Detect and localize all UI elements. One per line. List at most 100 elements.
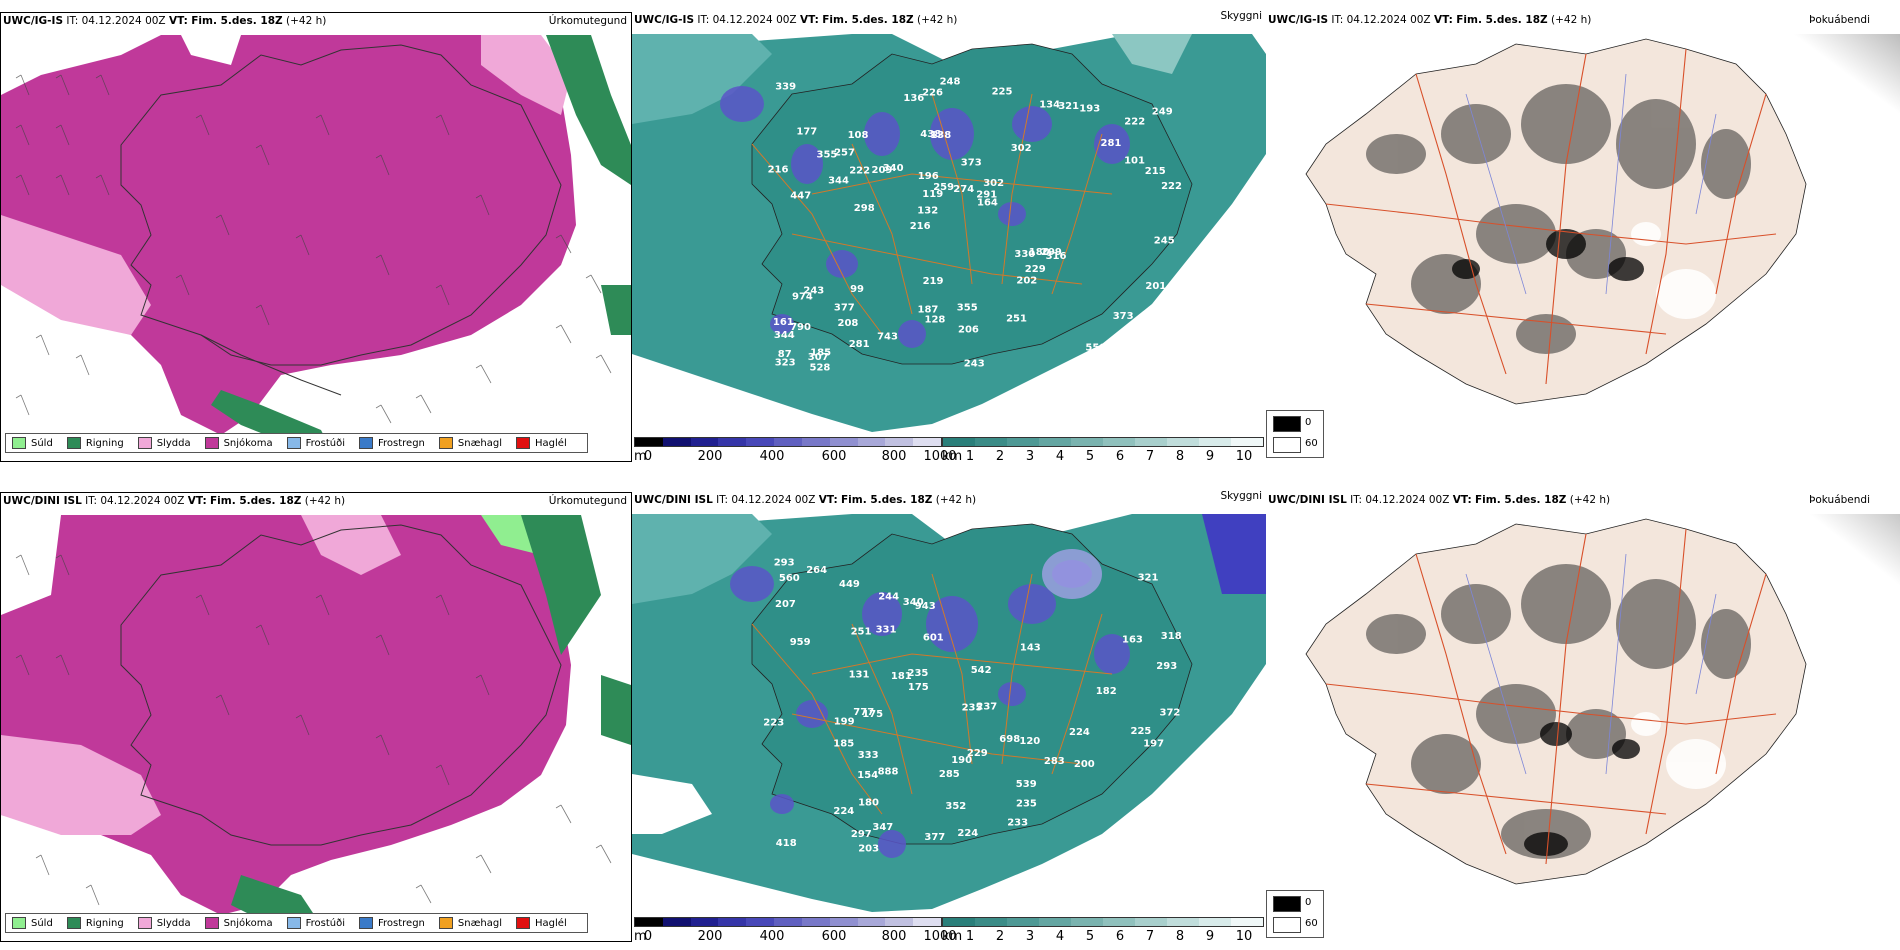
visibility-value-label: 339	[775, 81, 796, 92]
visibility-value-label: 154	[857, 770, 878, 781]
it-value: 04.12.2024 00Z	[712, 14, 797, 26]
visibility-value-label: 550	[1085, 342, 1106, 353]
visibility-value-label: 99	[850, 284, 864, 295]
legend-label: Haglél	[535, 437, 567, 449]
visibility-value-label: 199	[834, 717, 855, 728]
panel-title: UWC/IG-IS IT: 04.12.2024 00Z VT: Fim. 5.…	[1268, 14, 1591, 26]
cbar-tick: 10	[1235, 449, 1253, 464]
visibility-value-label: 302	[983, 178, 1004, 189]
visibility-value-label: 119	[922, 189, 943, 200]
visibility-value-label: 449	[839, 579, 860, 590]
visibility-value-label: 438	[920, 129, 941, 140]
visibility-value-label: 959	[790, 637, 811, 648]
visibility-value-label: 207	[775, 599, 796, 610]
cbar-bar	[942, 437, 1264, 447]
it-label: IT:	[85, 495, 98, 507]
visibility-value-label: 216	[768, 165, 789, 176]
visibility-value-label: 245	[1154, 236, 1175, 247]
legend-item: Rigning	[66, 917, 124, 929]
vt-label: VT:	[799, 14, 819, 26]
visibility-value-label: 281	[849, 339, 870, 350]
legend-item: Frostúði	[286, 437, 345, 449]
visibility-value-label: 373	[1113, 311, 1134, 322]
visibility-value-label: 201	[1145, 281, 1166, 292]
cbar-tick: 1000	[923, 929, 957, 944]
visibility-map: 560 293 223 321 318 539 943 888 418 283 154 237 203 1…	[632, 514, 1266, 912]
precip-map	[1, 515, 631, 941]
visibility-value-label: 777	[853, 707, 874, 718]
lead-time: (+42 h)	[1551, 14, 1592, 26]
visibility-value-label: 209	[872, 165, 893, 176]
legend-swatch	[286, 437, 301, 449]
legend-label: Rigning	[85, 917, 124, 929]
vt-label: VT:	[168, 15, 188, 27]
visibility-value-label: 331	[876, 624, 897, 635]
visibility-value-label: 344	[774, 330, 795, 341]
cbar-bar	[634, 917, 942, 927]
legend-swatch	[204, 437, 219, 449]
visibility-value-label: 743	[877, 331, 898, 342]
model-name: UWC/DINI ISL	[1268, 494, 1347, 506]
visibility-value-label: 888	[878, 766, 899, 777]
visibility-value-label: 560	[779, 573, 800, 584]
fog-index-panel-1: UWC/IG-IS IT: 04.12.2024 00Z VT: Fim. 5.…	[1266, 12, 1900, 462]
visibility-value-label: 951	[1118, 343, 1139, 354]
cbar-tick: 1	[965, 929, 975, 944]
cbar-tick: 400	[759, 449, 785, 464]
visibility-value-label: 377	[924, 832, 945, 843]
visibility-value-label: 163	[1122, 635, 1143, 646]
precip-type-panel-2: UWC/DINI ISL IT: 04.12.2024 00Z VT: Fim.…	[0, 492, 632, 942]
visibility-value-label: 101	[1124, 156, 1145, 167]
it-value: 04.12.2024 00Z	[1346, 14, 1431, 26]
vt-value: Fim. 5.des. 18Z	[191, 15, 283, 27]
cbar-tick: 800	[881, 929, 907, 944]
visibility-value-label: 418	[776, 838, 797, 849]
visibility-value-label: 196	[918, 171, 939, 182]
legend-label: Haglél	[535, 917, 567, 929]
visibility-value-label: 136	[903, 93, 924, 104]
it-value: 04.12.2024 00Z	[731, 494, 816, 506]
it-label: IT:	[1350, 494, 1363, 506]
cbar-tick: 400	[759, 929, 785, 944]
visibility-value-label: 355	[817, 150, 838, 161]
visibility-value-label: 175	[862, 709, 883, 720]
visibility-value-label: 248	[940, 77, 961, 88]
visibility-value-label: 333	[858, 750, 879, 761]
visibility-value-label: 225	[992, 87, 1013, 98]
visibility-value-label: 318	[1161, 631, 1182, 642]
variable-name: Úrkomutegund	[548, 495, 627, 507]
visibility-value-label: 539	[1016, 779, 1037, 790]
visibility-value-label: 181	[891, 671, 912, 682]
precip-type-panel-1: UWC/IG-IS IT: 04.12.2024 00Z VT: Fim. 5.…	[0, 12, 632, 462]
visibility-value-label: 293	[1156, 661, 1177, 672]
legend-item: Snjókoma	[204, 437, 273, 449]
visibility-value-label: 222	[1161, 181, 1182, 192]
visibility-value-label: 281	[1101, 138, 1122, 149]
visibility-value-label: 790	[790, 322, 811, 333]
legend-item: Slydda	[137, 917, 191, 929]
variable-name: Úrkomutegund	[548, 15, 627, 27]
visibility-value-label: 299	[1041, 247, 1062, 258]
legend-item: Slydda	[137, 437, 191, 449]
cbar-unit: m	[634, 449, 647, 464]
it-label: IT:	[66, 15, 79, 27]
legend-label: Rigning	[85, 437, 124, 449]
visibility-value-label: 698	[999, 734, 1020, 745]
visibility-value-label: 161	[773, 317, 794, 328]
vt-value: Fim. 5.des. 18Z	[841, 494, 933, 506]
model-name: UWC/DINI ISL	[3, 495, 82, 507]
legend-label: Súld	[31, 917, 53, 929]
legend-label: Frostregn	[378, 437, 425, 449]
cbar-meters: m 0 200 400 600 800 1000	[634, 917, 957, 944]
visibility-value-label: 601	[923, 633, 944, 644]
visibility-value-label: 185	[833, 739, 854, 750]
visibility-value-label: 291	[976, 189, 997, 200]
it-value: 04.12.2024 00Z	[1365, 494, 1450, 506]
legend-swatch	[286, 917, 301, 929]
legend-swatch	[516, 917, 531, 929]
fog-legend: 0 60	[1266, 890, 1324, 938]
vt-value: Fim. 5.des. 18Z	[210, 495, 302, 507]
visibility-value-label: 164	[977, 198, 998, 209]
visibility-panel-1: UWC/IG-IS IT: 04.12.2024 00Z VT: Fim. 5.…	[632, 10, 1266, 464]
cbar-tick: 10	[1235, 929, 1253, 944]
